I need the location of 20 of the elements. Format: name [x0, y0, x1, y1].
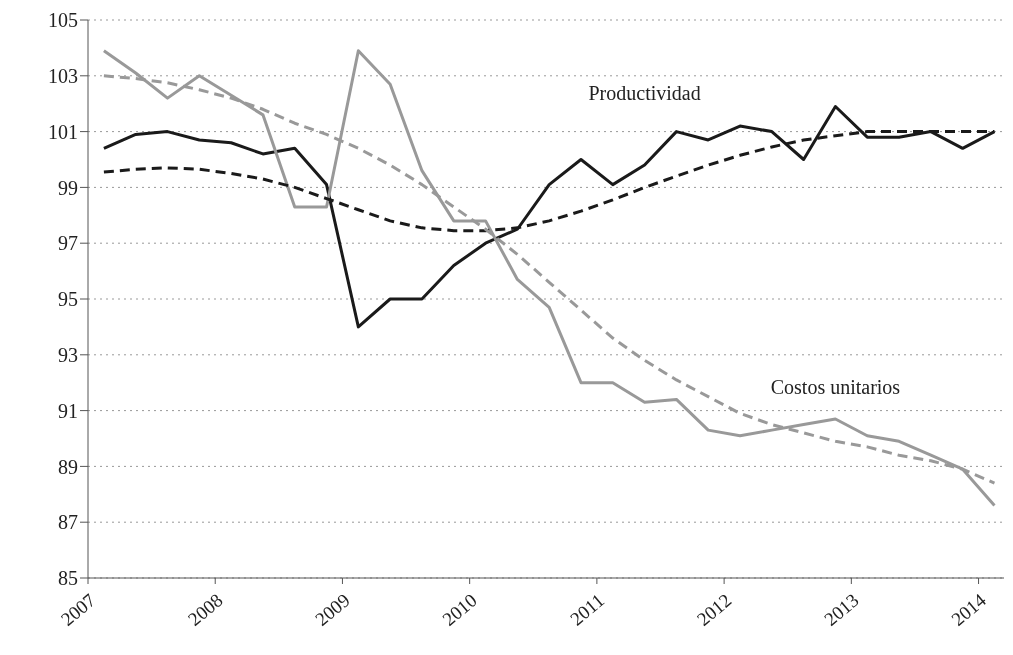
x-tick-label: 2008	[183, 589, 227, 630]
y-tick-label: 101	[48, 120, 78, 143]
y-tick-label: 85	[58, 567, 78, 590]
y-tick-label: 99	[58, 176, 78, 199]
y-tick-label: 103	[48, 64, 78, 87]
x-tick-label: 2009	[311, 589, 354, 630]
series-label: Productividad	[588, 81, 701, 104]
x-tick-label: 2013	[820, 589, 863, 630]
y-tick-label: 87	[58, 511, 78, 534]
y-tick-label: 105	[48, 9, 78, 32]
y-tick-label: 95	[58, 288, 78, 311]
x-tick-label: 2011	[566, 589, 609, 630]
series-label: Costos unitarios	[770, 375, 901, 398]
x-tick-label: 2010	[438, 589, 481, 630]
y-tick-label: 97	[58, 232, 78, 255]
y-tick-label: 91	[58, 399, 78, 422]
y-tick-label: 89	[58, 455, 78, 478]
x-tick-label: 2012	[692, 589, 736, 630]
x-tick-label: 2014	[947, 589, 991, 630]
y-tick-label: 93	[58, 343, 78, 366]
